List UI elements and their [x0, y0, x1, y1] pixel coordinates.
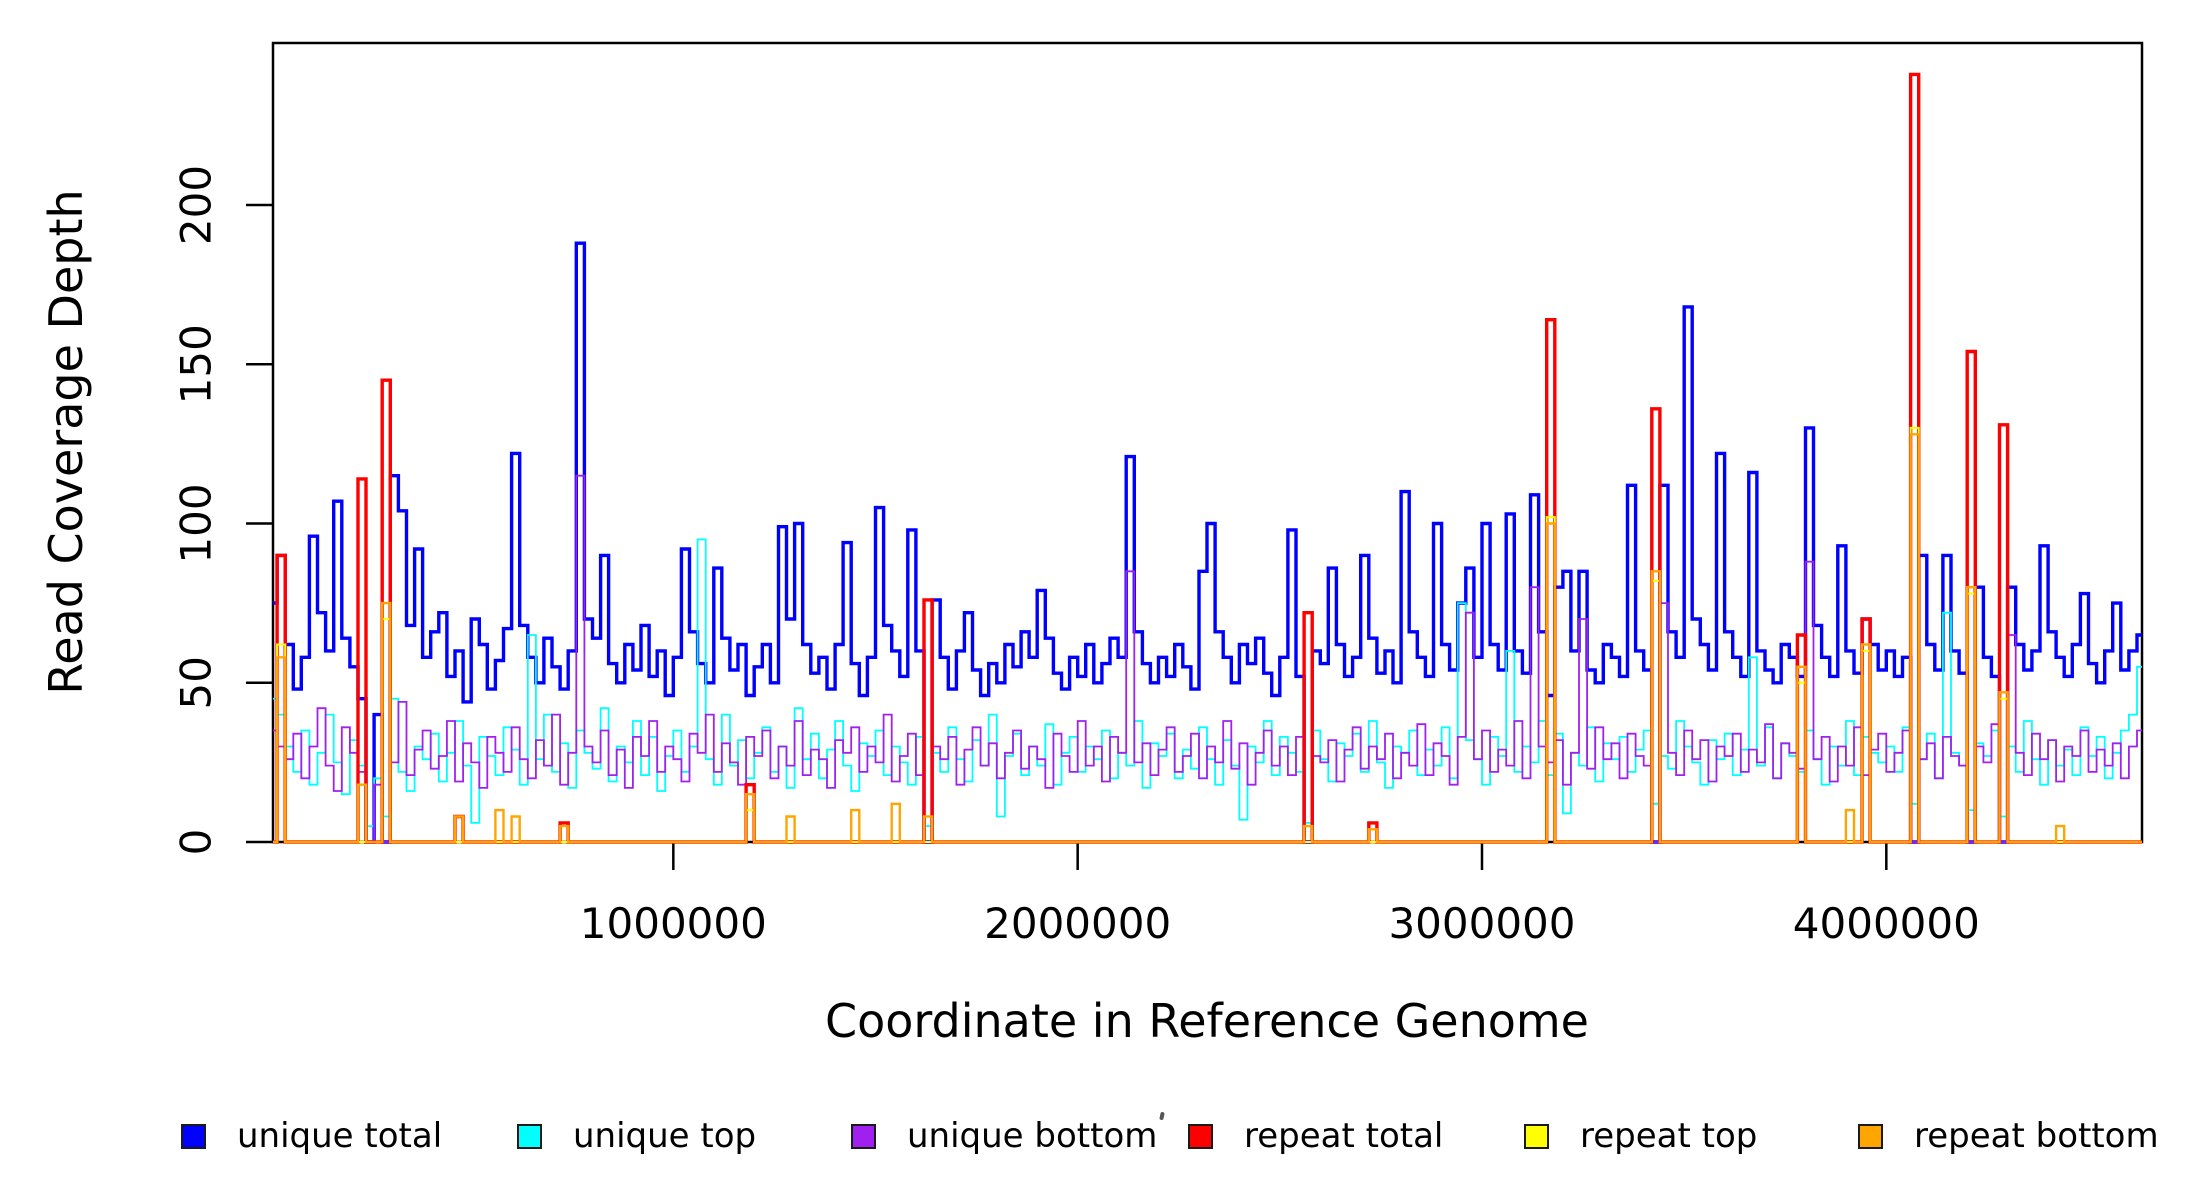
y-tick-label: 50 [172, 656, 221, 709]
legend-label: unique top [573, 1116, 757, 1156]
legend-label: repeat bottom [1914, 1116, 2159, 1156]
legend-label: repeat total [1244, 1116, 1444, 1156]
legend-item-repeat-top: repeat top [1524, 1112, 1757, 1160]
y-tick-label: 150 [172, 324, 221, 404]
x-axis-ticks: 1000000 2000000 3000000 4000000 [580, 843, 1980, 948]
y-axis-ticks: 0 50 100 150 200 [172, 165, 273, 856]
unique-total-swatch-icon [181, 1123, 206, 1149]
legend-label: unique bottom [907, 1116, 1158, 1156]
series-unique-total-line [273, 241, 2142, 844]
legend-item-unique-bottom: unique bottom [851, 1112, 1157, 1160]
series-repeat-bottom-line [273, 433, 2142, 844]
x-axis-title: Coordinate in Reference Genome [825, 994, 1589, 1048]
repeat-bottom-swatch-icon [1858, 1123, 1883, 1149]
legend-label: unique total [237, 1116, 443, 1156]
legend-item-unique-top: unique top [517, 1112, 756, 1160]
y-tick-label: 100 [172, 483, 221, 563]
x-tick-label: 3000000 [1388, 899, 1575, 948]
series-unique-bottom-line [273, 474, 2142, 843]
x-tick-label: 2000000 [984, 899, 1171, 948]
y-axis-title: Read Coverage Depth [39, 189, 93, 694]
legend-label: repeat top [1580, 1116, 1758, 1156]
unique-bottom-swatch-icon [851, 1123, 876, 1149]
unique-top-swatch-icon [517, 1123, 542, 1149]
legend-item-repeat-bottom: repeat bottom [1858, 1112, 2159, 1160]
series-group [273, 72, 2142, 844]
x-tick-label: 1000000 [580, 899, 767, 948]
legend: unique total unique top unique bottom re… [0, 1112, 2200, 1160]
legend-item-unique-total: unique total [181, 1112, 442, 1160]
y-tick-label: 0 [172, 829, 221, 856]
y-tick-label: 200 [172, 165, 221, 245]
repeat-total-swatch-icon [1188, 1123, 1213, 1149]
repeat-top-swatch-icon [1524, 1123, 1549, 1149]
legend-item-repeat-total: repeat total [1188, 1112, 1443, 1160]
x-tick-label: 4000000 [1793, 899, 1980, 948]
